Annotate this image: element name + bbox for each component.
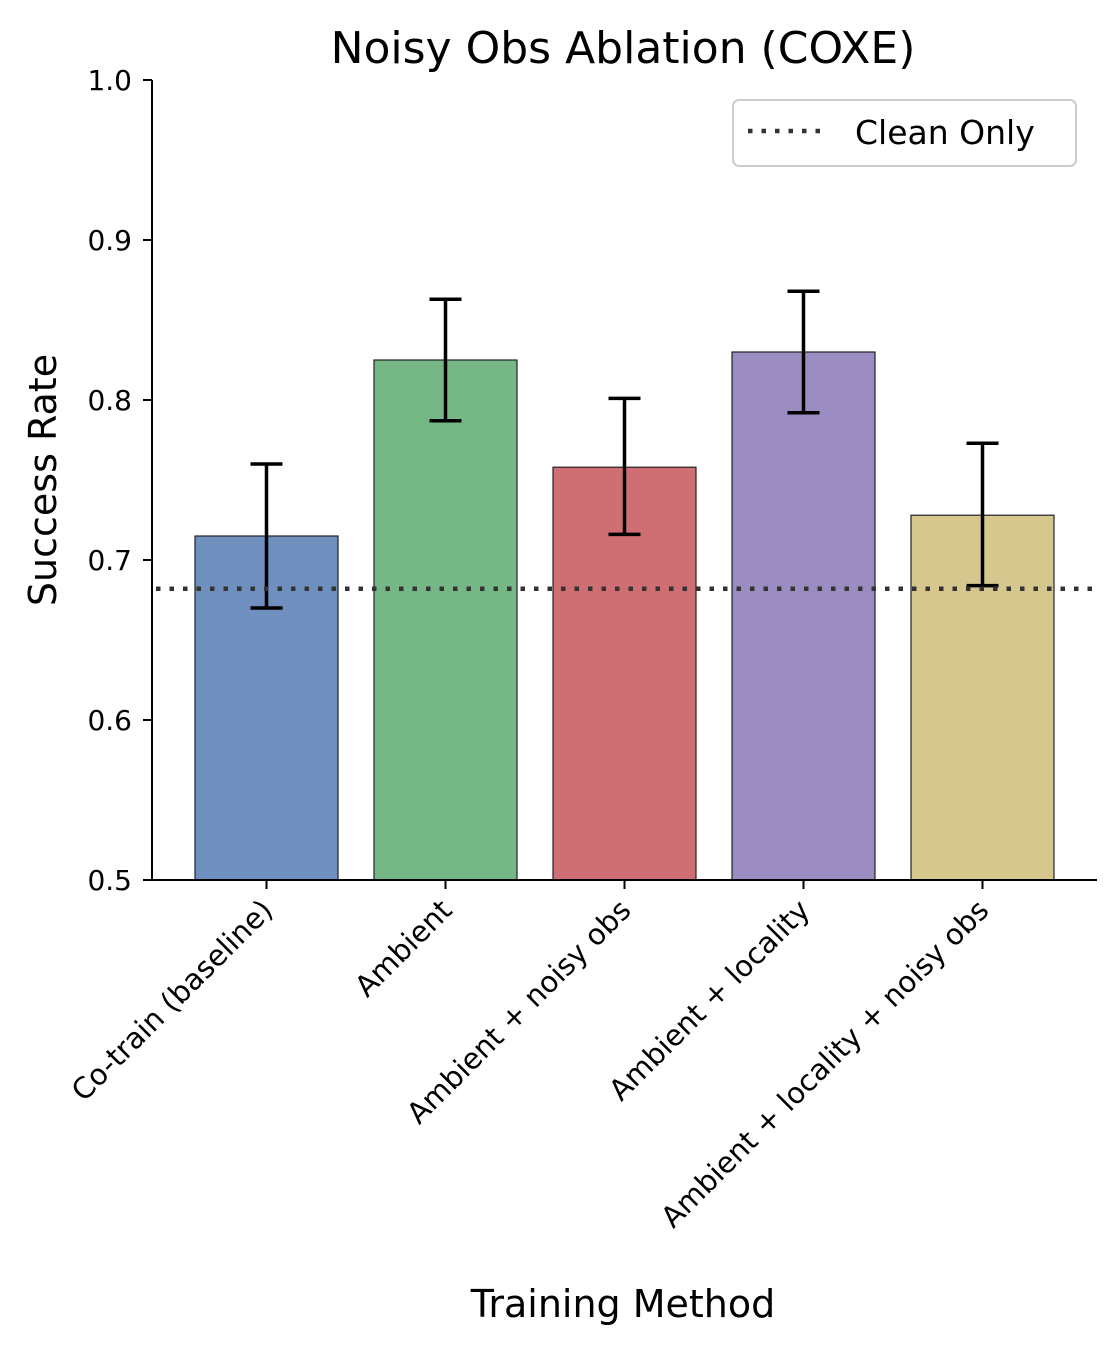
y-tick-label-4: 0.8 <box>87 384 132 417</box>
x-axis-label: Training Method <box>470 1282 776 1326</box>
bar-4 <box>731 351 876 881</box>
x-tick-label-5: Ambient + locality + noisy obs <box>654 893 995 1234</box>
y-tick-label-2: 0.6 <box>87 704 132 737</box>
x-tick-label-2: Ambient <box>348 893 458 1003</box>
x-tick-label-1: Co-train (baseline) <box>65 893 280 1108</box>
y-axis-label: Success Rate <box>21 354 65 606</box>
chart-title: Noisy Obs Ablation (COXE) <box>331 23 916 74</box>
y-ticks-group: 0.5 0.6 0.7 0.8 0.9 1.0 <box>87 64 152 897</box>
legend-label: Clean Only <box>855 113 1035 152</box>
legend: Clean Only <box>732 99 1077 167</box>
y-tick-label-3: 0.7 <box>87 544 132 577</box>
bars-group <box>194 351 1055 881</box>
error-bars-group <box>250 289 999 610</box>
legend-box <box>732 99 1077 167</box>
y-tick-label-1: 0.5 <box>87 864 132 897</box>
y-tick-label-6: 1.0 <box>87 64 132 97</box>
bar-2 <box>373 359 518 881</box>
y-tick-label-5: 0.9 <box>87 224 132 257</box>
x-tick-label-4: Ambient + locality <box>602 893 816 1107</box>
